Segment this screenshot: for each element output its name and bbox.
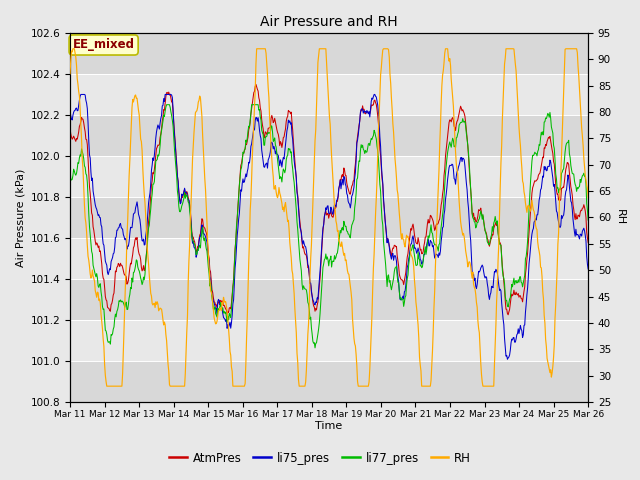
Title: Air Pressure and RH: Air Pressure and RH <box>260 15 398 29</box>
Bar <box>70 156 588 197</box>
Bar <box>70 320 588 361</box>
Text: EE_mixed: EE_mixed <box>72 38 134 51</box>
X-axis label: Time: Time <box>316 421 342 432</box>
Bar <box>70 74 588 115</box>
Legend: AtmPres, li75_pres, li77_pres, RH: AtmPres, li75_pres, li77_pres, RH <box>164 447 476 469</box>
Y-axis label: Air Pressure (kPa): Air Pressure (kPa) <box>15 168 25 267</box>
Y-axis label: RH: RH <box>615 209 625 226</box>
Bar <box>70 238 588 279</box>
